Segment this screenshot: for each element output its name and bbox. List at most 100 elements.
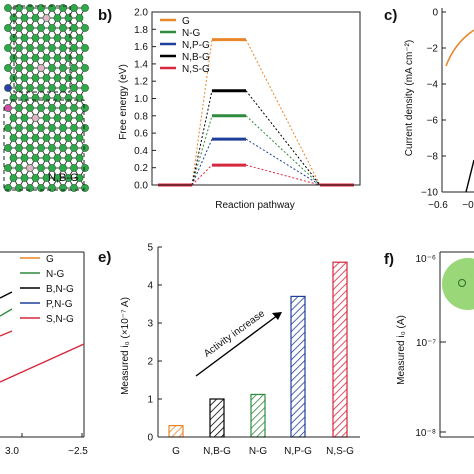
- d-line-red-upper: [0, 330, 13, 337]
- lattice-atom: [70, 104, 78, 112]
- lattice-atom: [48, 124, 56, 132]
- lattice-atom: [64, 14, 73, 22]
- f-ylabel: Measured i₀ (A): [396, 315, 407, 385]
- lattice-atom: [37, 164, 45, 172]
- lattice-atom: [70, 4, 78, 12]
- lattice-atom: [15, 64, 23, 72]
- d-legend-label: S,N-G: [46, 314, 74, 325]
- b-ylabel: Free energy (eV): [118, 64, 129, 140]
- lattice-atom: [15, 184, 23, 192]
- lattice-atom: [53, 34, 62, 42]
- lattice-atom: [20, 94, 29, 102]
- lattice-atom: [53, 134, 62, 142]
- lattice-atom: [42, 54, 51, 62]
- lattice-atom: [9, 74, 18, 82]
- lattice-atom: [59, 144, 67, 152]
- lattice-atom: [37, 144, 45, 152]
- lattice-atom: [9, 94, 18, 102]
- lattice-atom: [9, 54, 18, 62]
- lattice-atom: [59, 104, 67, 112]
- lattice-atom: [81, 144, 89, 152]
- lattice-atom: [20, 154, 29, 162]
- lattice-atom: [31, 14, 40, 22]
- lattice-atom: [59, 124, 67, 132]
- lattice-atom: [9, 154, 18, 162]
- c-ytick-label: −6: [427, 116, 439, 127]
- d-xtick-2: −2.5: [68, 446, 88, 457]
- e-ytick-label: 1: [147, 395, 153, 406]
- lattice-atom: [20, 114, 29, 122]
- lattice-atom: [75, 54, 84, 62]
- lattice-atom: [4, 64, 12, 72]
- d-xtick-1: 3.0: [5, 446, 19, 457]
- c-ytick-label: 0: [432, 8, 438, 19]
- lattice-atom: [59, 24, 67, 32]
- b-ytick-label: 1.8: [134, 25, 148, 36]
- lattice-atom: [48, 84, 56, 92]
- lattice-atom: [26, 64, 34, 72]
- f-marker-point: [458, 279, 466, 287]
- lattice-atom: [26, 104, 34, 112]
- e-ytick-label: 0: [147, 433, 153, 444]
- panel-f: f) Measured i₀ (A) 10⁻⁶ 10⁻⁷ 10⁻⁸: [384, 251, 474, 439]
- d-legend-label: P,N-G: [46, 299, 73, 310]
- panel-c: c) Current density (mA cm⁻²) 0 −2 −4 −6 −8 −1…: [384, 7, 474, 211]
- e-bar-N,S-G: [332, 261, 348, 438]
- lattice-atom: [81, 4, 89, 12]
- lattice-atom: [70, 144, 78, 152]
- lattice-atom: [81, 84, 89, 92]
- c-curve-g: [445, 29, 474, 67]
- lattice-atom: [20, 134, 29, 142]
- b-connector: [191, 164, 213, 186]
- panel-label-e: e): [98, 249, 111, 266]
- b-connector: [245, 39, 321, 186]
- lattice-atom: [75, 94, 84, 102]
- lattice-atom: [26, 124, 34, 132]
- e-category-label: N,S-G: [326, 446, 354, 457]
- lattice-atom: [42, 34, 51, 42]
- activity-arrow-head: [272, 312, 282, 320]
- b-connector: [245, 90, 321, 186]
- lattice-atom: [75, 114, 84, 122]
- lattice-atom: [4, 124, 12, 132]
- lattice-atom: [75, 74, 84, 82]
- lattice-atom: [15, 84, 23, 92]
- lattice-atom: [42, 174, 51, 182]
- b-legend-label: N-G: [182, 28, 201, 39]
- lattice-atom: [53, 14, 62, 22]
- lattice-atom: [26, 44, 34, 52]
- lattice-atom: [9, 14, 18, 22]
- lattice-atom: [9, 134, 18, 142]
- lattice-atom: [59, 184, 67, 192]
- c-ytick-label: −10: [421, 188, 438, 199]
- lattice-atom: [70, 124, 78, 132]
- lattice-atom: [31, 54, 40, 62]
- lattice-atom: [59, 44, 67, 52]
- e-ylabel: Measured i₀ (×10⁻⁷ A): [120, 297, 131, 395]
- c-xtick-label: −0.6: [428, 200, 448, 211]
- e-bar-N,P-G: [290, 295, 306, 438]
- b-ytick-label: 0.2: [134, 163, 148, 174]
- b-connector: [245, 138, 321, 186]
- lattice-atom: [53, 54, 62, 62]
- lattice-atom: [42, 14, 51, 22]
- lattice-atom: [53, 94, 62, 102]
- d-line-black: [0, 291, 13, 299]
- lattice-atom: [48, 44, 56, 52]
- lattice-atom: [4, 44, 12, 52]
- d-legend-label: N-G: [46, 269, 65, 280]
- b-ytick-label: 1.4: [134, 59, 148, 70]
- b-ytick-label: 0.4: [134, 146, 148, 157]
- lattice-atom: [26, 84, 34, 92]
- panel-a: N,B-G: [3, 4, 89, 192]
- lattice-atom: [48, 164, 56, 172]
- lattice-atom: [9, 174, 18, 182]
- lattice-atom: [4, 4, 12, 12]
- lattice-atom: [75, 34, 84, 42]
- b-connector: [191, 39, 213, 186]
- lattice-atom: [20, 14, 29, 22]
- e-ytick-label: 5: [147, 243, 153, 254]
- e-bar-N-G: [250, 393, 266, 438]
- lattice-atom: [37, 84, 45, 92]
